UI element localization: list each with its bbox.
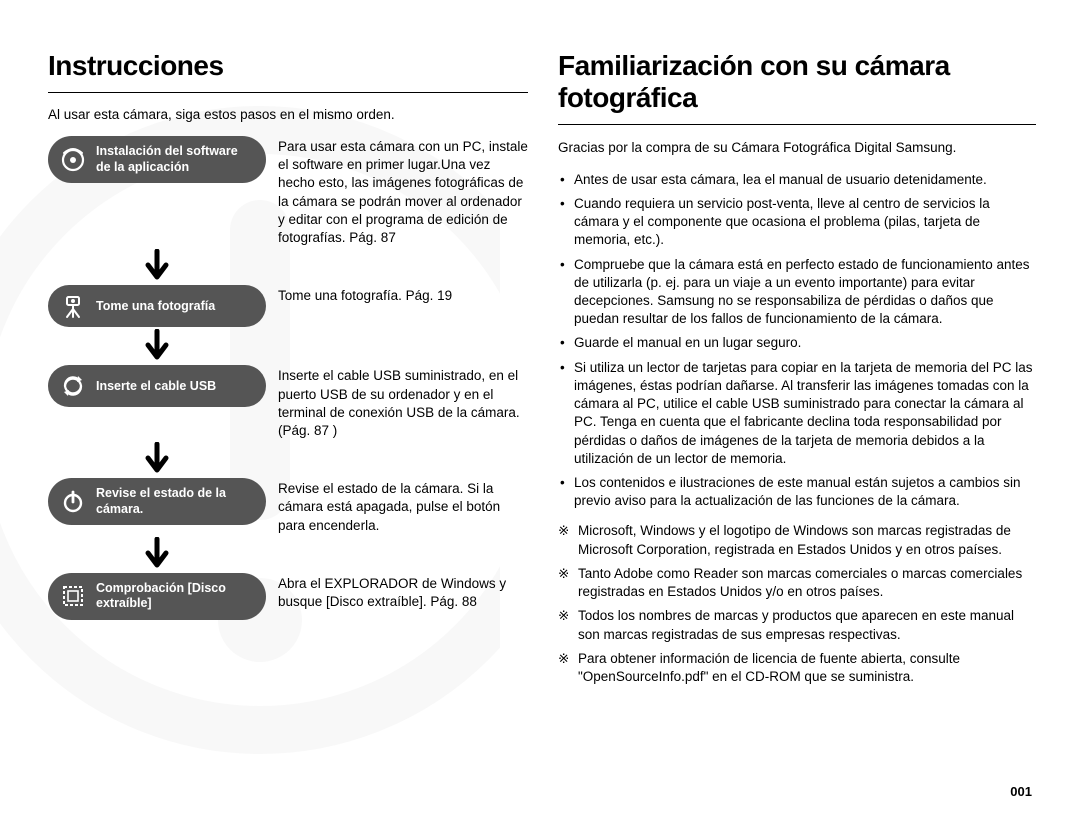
bullet-item: Cuando requiera un servicio post-venta, … [558, 195, 1036, 250]
rule [558, 124, 1036, 125]
trademark-list: Microsoft, Windows y el logotipo de Wind… [558, 522, 1036, 686]
down-arrow-icon [48, 535, 266, 573]
step-label: Instalación del software de la aplicació… [96, 144, 250, 175]
left-column: Instrucciones Al usar esta cámara, siga … [48, 50, 528, 692]
trademark-item: Microsoft, Windows y el logotipo de Wind… [558, 522, 1036, 558]
disk-grid-icon [60, 583, 86, 609]
down-arrow-icon [48, 327, 266, 365]
down-arrow-icon [48, 440, 266, 478]
usb-sync-icon [60, 373, 86, 399]
step-pill-install: Instalación del software de la aplicació… [48, 136, 266, 183]
right-intro: Gracias por la compra de su Cámara Fotog… [558, 139, 1036, 157]
step-label: Revise el estado de la cámara. [96, 486, 250, 517]
step-label: Comprobación [Disco extraíble] [96, 581, 250, 612]
step-pill-photo: Tome una fotografía [48, 285, 266, 327]
right-column: Familiarización con su cámara fotográfic… [558, 50, 1036, 692]
step-row: Inserte el cable USB Inserte el cable US… [48, 365, 528, 440]
trademark-item: Tanto Adobe como Reader son marcas comer… [558, 565, 1036, 601]
step-pill-check: Comprobación [Disco extraíble] [48, 573, 266, 620]
bullet-item: Compruebe que la cámara está en perfecto… [558, 256, 1036, 329]
rule [48, 92, 528, 93]
step-desc: Revise el estado de la cámara. Si la cám… [278, 478, 528, 535]
step-desc: Para usar esta cámara con un PC, instale… [278, 136, 528, 247]
step-desc: Inserte el cable USB suministrado, en el… [278, 365, 528, 440]
down-arrow-icon [48, 247, 266, 285]
step-desc: Tome una fotografía. Pág. 19 [278, 285, 528, 305]
step-row: Comprobación [Disco extraíble] Abra el E… [48, 573, 528, 620]
page-number: 001 [1010, 784, 1032, 799]
bullet-item: Antes de usar esta cámara, lea el manual… [558, 171, 1036, 189]
camera-tripod-icon [60, 293, 86, 319]
step-label: Inserte el cable USB [96, 379, 216, 395]
step-label: Tome una fotografía [96, 299, 215, 315]
step-desc: Abra el EXPLORADOR de Windows y busque [… [278, 573, 528, 611]
bullet-item: Los contenidos e ilustraciones de este m… [558, 474, 1036, 510]
left-intro: Al usar esta cámara, siga estos pasos en… [48, 107, 528, 122]
bullet-item: Guarde el manual en un lugar seguro. [558, 334, 1036, 352]
step-pill-power: Revise el estado de la cámara. [48, 478, 266, 525]
left-title: Instrucciones [48, 50, 528, 82]
step-pill-usb: Inserte el cable USB [48, 365, 266, 407]
bullet-item: Si utiliza un lector de tarjetas para co… [558, 359, 1036, 468]
right-title: Familiarización con su cámara fotográfic… [558, 50, 1036, 114]
step-row: Tome una fotografía Tome una fotografía.… [48, 285, 528, 327]
trademark-item: Todos los nombres de marcas y productos … [558, 607, 1036, 643]
step-row: Instalación del software de la aplicació… [48, 136, 528, 247]
power-icon [60, 489, 86, 515]
disc-icon [60, 147, 86, 173]
step-row: Revise el estado de la cámara. Revise el… [48, 478, 528, 535]
bullet-list: Antes de usar esta cámara, lea el manual… [558, 171, 1036, 511]
trademark-item: Para obtener información de licencia de … [558, 650, 1036, 686]
